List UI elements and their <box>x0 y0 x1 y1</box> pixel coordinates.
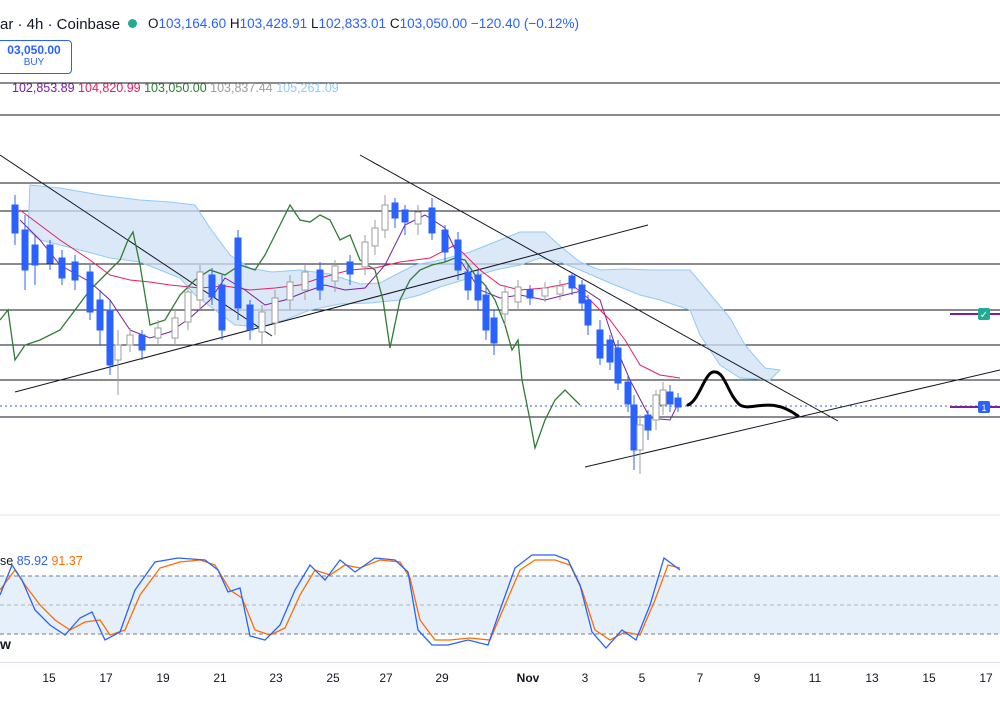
ohlc-legend: O103,164.60 H103,428.91 L102,833.01 C103… <box>148 16 579 31</box>
ichimoku-value: 103,837.44 <box>210 81 273 95</box>
change-value: −120.40 (−0.12%) <box>470 16 579 31</box>
time-tick: 27 <box>379 671 393 685</box>
time-axis[interactable]: 15 17 19 21 23 25 27 29 Nov 3 5 7 9 11 1… <box>0 662 1000 701</box>
stoch-k-line <box>0 554 681 649</box>
time-tick: Nov <box>516 671 540 685</box>
time-tick: 17 <box>99 671 113 685</box>
close-key: C <box>389 16 400 31</box>
close-value: 103,050.00 <box>399 16 468 31</box>
time-tick: 7 <box>696 671 704 685</box>
time-tick: 9 <box>753 671 761 685</box>
high-value: 103,428.91 <box>239 16 308 31</box>
stoch-k-value: 85.92 <box>16 554 48 568</box>
buy-price: 03,050.00 <box>7 43 61 57</box>
horizontal-levels <box>0 82 1000 418</box>
alert-glyph: 1 <box>981 403 986 413</box>
time-tick: 25 <box>326 671 340 685</box>
ichimoku-value: 104,820.99 <box>78 81 141 95</box>
high-key: H <box>229 16 240 31</box>
oscillator-bottom-label: w <box>0 636 11 652</box>
chikou-line <box>0 203 581 451</box>
buy-button[interactable]: 03,050.00 BUY <box>0 40 72 74</box>
open-value: 103,164.60 <box>158 16 227 31</box>
symbol-title[interactable]: ar · 4h · Coinbase <box>0 16 121 33</box>
stoch-d-value: 91.37 <box>51 554 83 568</box>
time-tick: 29 <box>435 671 449 685</box>
ichimoku-legend: 102,853.89 104,820.99 103,050.00 103,837… <box>12 81 339 95</box>
ichimoku-value: 102,853.89 <box>12 81 75 95</box>
ichimoku-cloud <box>27 184 782 381</box>
market-status-dot <box>128 19 137 28</box>
open-key: O <box>148 16 159 31</box>
low-key: L <box>310 16 319 31</box>
alert-marker <box>978 401 990 413</box>
ichimoku-value: 105,261.09 <box>276 81 339 95</box>
buy-label: BUY <box>23 57 45 68</box>
ichimoku-value: 103,050.00 <box>144 81 207 95</box>
tenkan-line <box>19 209 681 379</box>
check-glyph: ✓ <box>980 310 988 321</box>
time-tick: 17 <box>979 671 993 685</box>
oscillator-name[interactable]: se <box>0 554 14 568</box>
time-tick: 23 <box>269 671 283 685</box>
time-tick: 21 <box>213 671 227 685</box>
check-marker <box>978 308 990 320</box>
projection-path <box>686 370 800 418</box>
low-value: 102,833.01 <box>318 16 387 31</box>
time-tick: 19 <box>156 671 170 685</box>
time-tick: 3 <box>581 671 589 685</box>
time-tick: 11 <box>808 671 822 685</box>
chart-header: ar · 4h · Coinbase O103,164.60 H103,428.… <box>0 0 1000 50</box>
candles <box>11 195 682 474</box>
time-tick: 15 <box>42 671 56 685</box>
trend-line <box>14 224 649 393</box>
trend-line <box>584 369 1000 468</box>
time-tick: 15 <box>922 671 936 685</box>
time-tick: 13 <box>865 671 879 685</box>
time-tick: 5 <box>638 671 646 685</box>
oscillator-legend: se 85.92 91.37 <box>0 554 83 568</box>
trend-line <box>359 154 839 422</box>
